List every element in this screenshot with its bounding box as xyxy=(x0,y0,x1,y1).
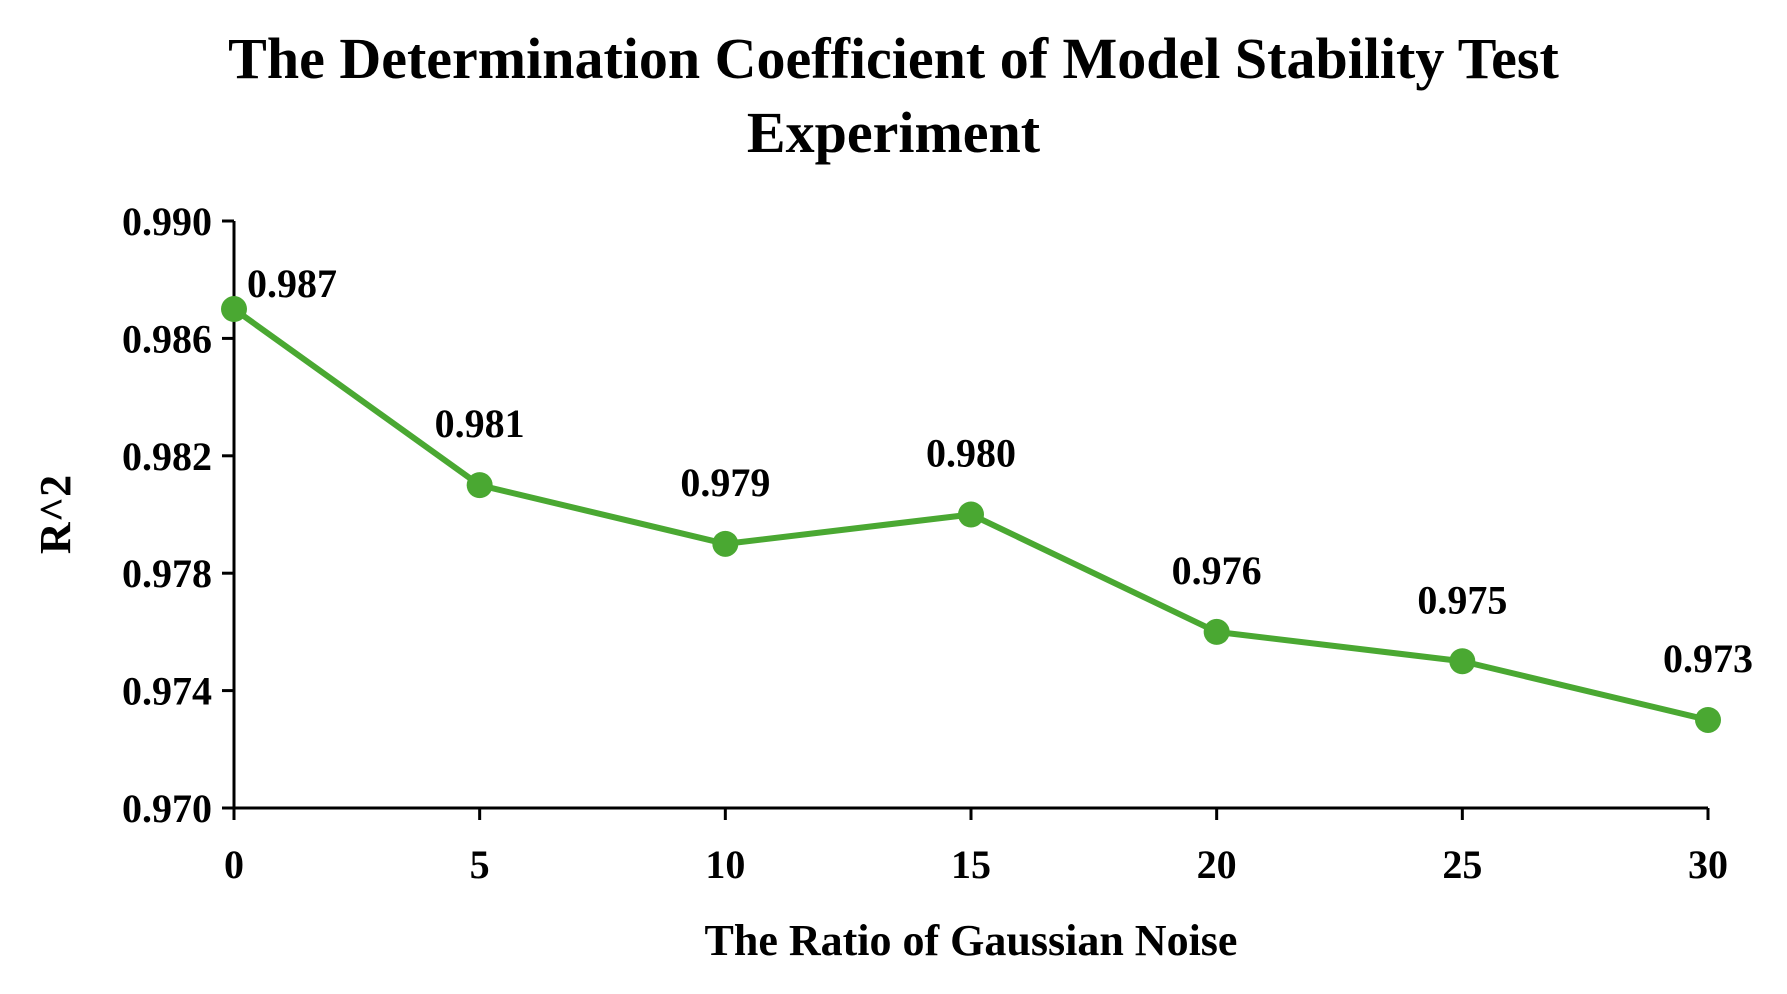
series-group xyxy=(221,296,1721,733)
data-point xyxy=(1449,648,1476,675)
y-tick-label: 0.978 xyxy=(122,551,212,596)
x-tick-label: 20 xyxy=(1197,842,1237,887)
data-point xyxy=(712,530,739,557)
data-label: 0.981 xyxy=(435,401,525,446)
y-tick-label: 0.982 xyxy=(122,434,212,479)
data-point xyxy=(221,296,247,323)
chart-title-line-1: The Determination Coefficient of Model S… xyxy=(228,26,1559,91)
y-tick-label: 0.970 xyxy=(122,786,212,831)
data-point xyxy=(958,501,984,528)
y-tick-label: 0.974 xyxy=(122,669,212,714)
data-label: 0.980 xyxy=(926,431,1016,476)
data-label: 0.979 xyxy=(680,460,770,505)
x-tick-label: 25 xyxy=(1442,842,1482,887)
x-tick-label: 5 xyxy=(470,842,490,887)
x-tick-label: 10 xyxy=(705,842,745,887)
x-tick-label: 0 xyxy=(224,842,244,887)
chart-title-line-2: Experiment xyxy=(746,100,1041,165)
chart-title: The Determination Coefficient of Model S… xyxy=(0,22,1787,170)
x-axis-label: The Ratio of Gaussian Noise xyxy=(705,916,1238,965)
y-tick-label: 0.990 xyxy=(122,199,212,244)
x-tick-label: 15 xyxy=(951,842,991,887)
y-axis-ticks: 0.970 0.974 0.978 0.982 0.986 0.990 xyxy=(122,199,234,831)
data-point xyxy=(1203,618,1230,645)
data-label: 0.973 xyxy=(1663,636,1753,681)
data-label: 0.987 xyxy=(247,261,337,306)
data-label: 0.975 xyxy=(1417,577,1507,622)
y-tick-label: 0.986 xyxy=(122,316,212,361)
y-axis-label: R^2 xyxy=(31,475,80,554)
x-axis-ticks: 0 5 10 15 20 25 30 xyxy=(224,808,1728,887)
data-labels: 0.987 0.981 0.979 0.980 0.976 0.975 0.973 xyxy=(247,261,1753,681)
data-point xyxy=(1695,706,1721,733)
x-tick-label: 30 xyxy=(1688,842,1728,887)
data-label: 0.976 xyxy=(1172,548,1262,593)
data-point xyxy=(466,472,493,499)
